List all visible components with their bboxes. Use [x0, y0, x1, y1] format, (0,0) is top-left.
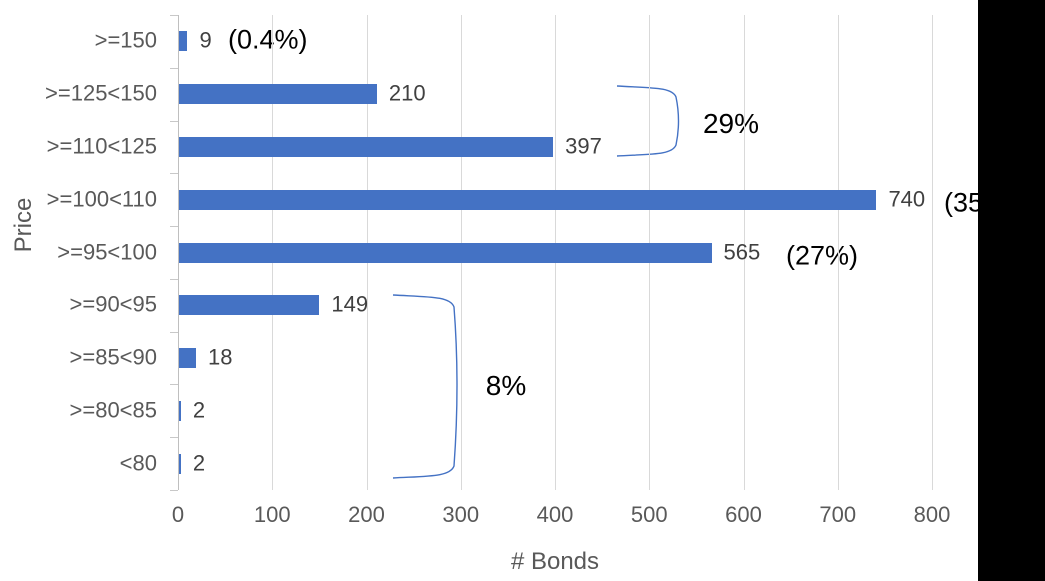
x-tick-label-800: 800 — [913, 502, 951, 527]
bar-value-label-1: 210 — [388, 80, 426, 106]
bar-1 — [179, 84, 377, 105]
brace-8-percent-group — [392, 294, 458, 479]
bar-value-label-5: 149 — [331, 291, 369, 317]
bar-7 — [179, 400, 181, 421]
category-label-8: <80 — [119, 450, 157, 476]
bar-8 — [179, 453, 181, 474]
bar-value-label-4: 565 — [723, 238, 761, 264]
x-tick-label-0: 0 — [171, 502, 185, 527]
x-tick-label-400: 400 — [536, 502, 574, 527]
annotation-8-percent: 8% — [485, 369, 527, 401]
x-tick-label-300: 300 — [442, 502, 480, 527]
category-tick-stub — [170, 384, 178, 386]
x-tick-label-500: 500 — [630, 502, 668, 527]
x-tick-label-700: 700 — [819, 502, 857, 527]
category-tick-stub — [170, 15, 178, 16]
category-tick-stub — [170, 278, 178, 280]
category-label-2: >=110<125 — [46, 133, 157, 159]
category-tick-stub — [170, 67, 178, 69]
gridline-700 — [837, 15, 839, 490]
bar-value-label-7: 2 — [192, 397, 206, 423]
category-label-5: >=90<95 — [69, 291, 157, 317]
annotation-35-percent-truncated: (35 — [944, 187, 984, 218]
bar-0 — [179, 31, 188, 52]
bar-value-label-2: 397 — [565, 133, 602, 159]
category-tick-stub — [170, 226, 178, 228]
bar-value-label-6: 18 — [207, 344, 233, 370]
x-tick-label-600: 600 — [725, 502, 762, 527]
brace-29-percent-group — [616, 85, 680, 157]
category-label-3: >=100<110 — [46, 186, 157, 212]
category-label-0: >=150 — [94, 27, 157, 53]
category-tick-stub — [170, 173, 178, 175]
annotation-0-4-percent: (0.4%) — [228, 24, 308, 55]
annotation-29-percent: 29% — [702, 107, 760, 139]
bar-value-label-0: 9 — [199, 27, 212, 53]
category-tick-stub — [170, 120, 178, 122]
gridline-600 — [743, 15, 745, 490]
category-tick-stub — [170, 490, 178, 491]
bar-2 — [179, 136, 554, 157]
x-tick-label-200: 200 — [348, 502, 385, 527]
bar-4 — [179, 242, 712, 263]
category-label-1: >=125<150 — [45, 80, 157, 106]
category-tick-stub — [170, 437, 178, 439]
x-axis-title: # Bonds — [510, 548, 600, 575]
bar-5 — [179, 295, 320, 316]
bar-value-label-8: 2 — [192, 450, 206, 476]
category-label-7: >=80<85 — [69, 397, 157, 423]
gridline-0 — [178, 15, 179, 490]
bar-3 — [179, 189, 877, 210]
gridline-800 — [932, 15, 933, 490]
annotation-27-percent: (27%) — [786, 240, 859, 271]
category-label-6: >=85<90 — [69, 344, 157, 370]
category-label-4: >=95<100 — [57, 238, 157, 264]
bar-6 — [179, 348, 196, 369]
bar-value-label-3: 740 — [888, 186, 926, 212]
category-tick-stub — [170, 331, 178, 333]
x-tick-label-100: 100 — [253, 502, 291, 527]
black-band-overlay — [978, 0, 1045, 581]
